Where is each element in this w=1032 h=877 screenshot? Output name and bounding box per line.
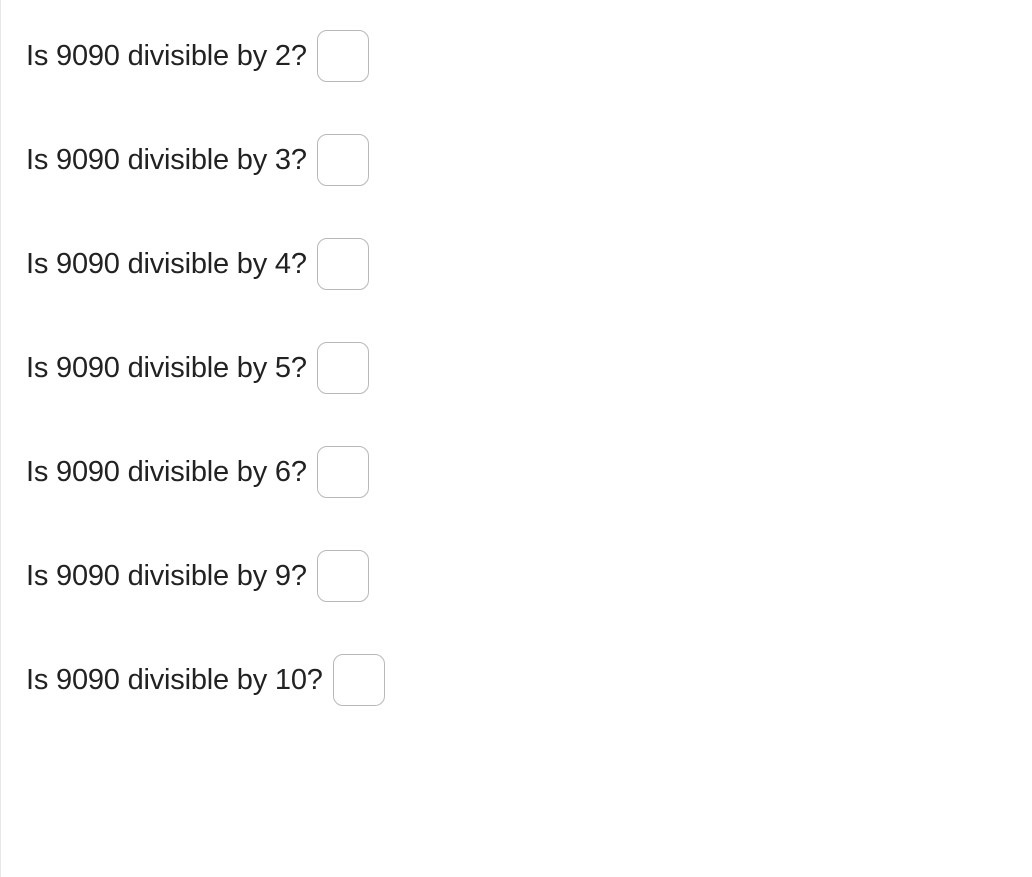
question-text: Is 9090 divisible by 6? bbox=[26, 456, 307, 489]
answer-input-divby2[interactable] bbox=[317, 30, 369, 82]
question-text: Is 9090 divisible by 4? bbox=[26, 248, 307, 281]
answer-input-divby9[interactable] bbox=[317, 550, 369, 602]
questions-container: Is 9090 divisible by 2? Is 9090 divisibl… bbox=[26, 30, 1007, 706]
answer-input-divby4[interactable] bbox=[317, 238, 369, 290]
answer-input-divby10[interactable] bbox=[333, 654, 385, 706]
question-text: Is 9090 divisible by 2? bbox=[26, 40, 307, 73]
question-row: Is 9090 divisible by 3? bbox=[26, 134, 1007, 186]
question-row: Is 9090 divisible by 4? bbox=[26, 238, 1007, 290]
question-row: Is 9090 divisible by 10? bbox=[26, 654, 1007, 706]
question-row: Is 9090 divisible by 2? bbox=[26, 30, 1007, 82]
question-text: Is 9090 divisible by 3? bbox=[26, 144, 307, 177]
question-text: Is 9090 divisible by 9? bbox=[26, 560, 307, 593]
question-row: Is 9090 divisible by 9? bbox=[26, 550, 1007, 602]
answer-input-divby6[interactable] bbox=[317, 446, 369, 498]
answer-input-divby3[interactable] bbox=[317, 134, 369, 186]
answer-input-divby5[interactable] bbox=[317, 342, 369, 394]
question-row: Is 9090 divisible by 6? bbox=[26, 446, 1007, 498]
question-text: Is 9090 divisible by 5? bbox=[26, 352, 307, 385]
question-row: Is 9090 divisible by 5? bbox=[26, 342, 1007, 394]
question-text: Is 9090 divisible by 10? bbox=[26, 664, 323, 697]
